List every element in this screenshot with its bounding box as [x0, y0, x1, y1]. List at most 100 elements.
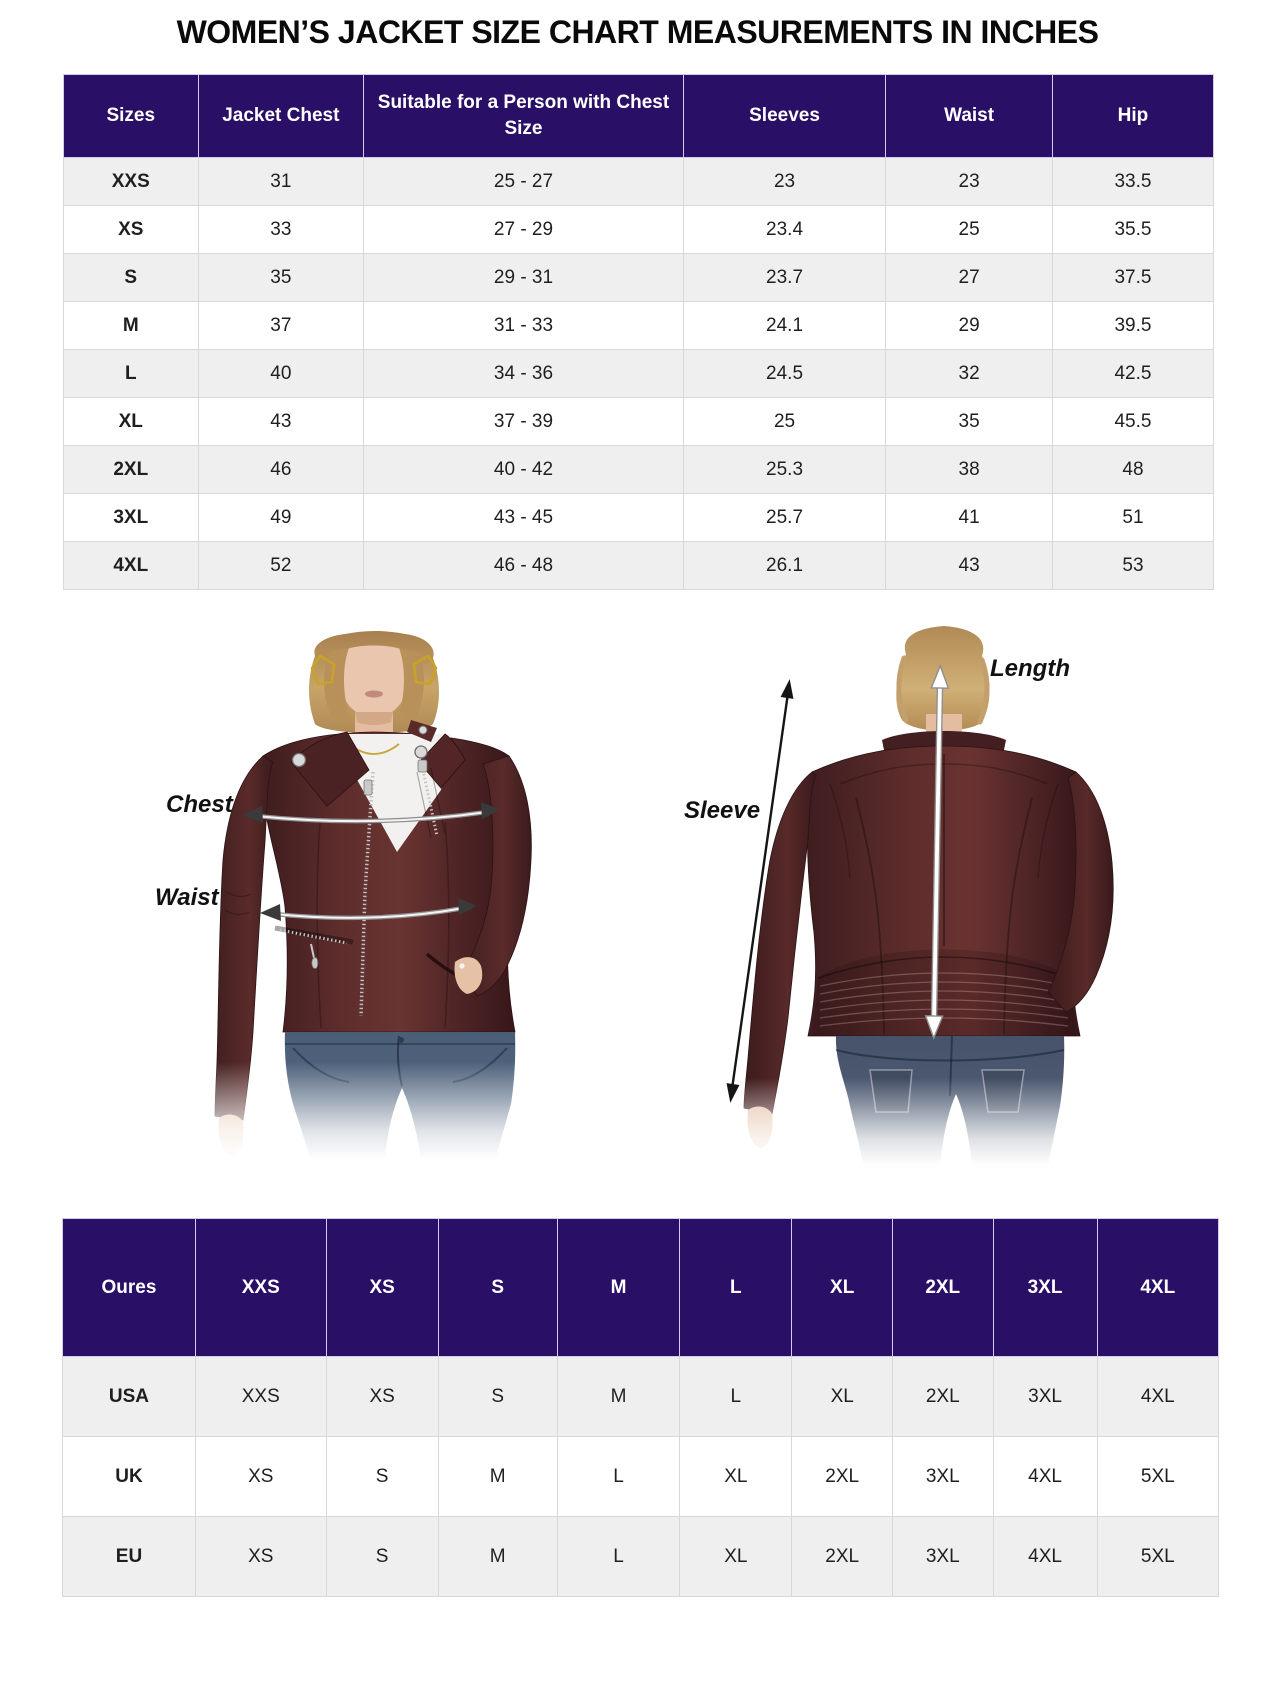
- chest-label: Chest: [166, 791, 233, 818]
- size-table-row: M 37 31 - 33 24.1 29 39.5: [63, 301, 1215, 350]
- conversion-table-header-cell: 4XL: [1096, 1218, 1220, 1357]
- size-table-cell: 37.5: [1051, 253, 1215, 302]
- size-table-cell: 27: [885, 253, 1053, 302]
- size-table-row: XXS 31 25 - 27 23 23 33.5: [63, 157, 1215, 206]
- conversion-table-row-label: EU: [62, 1516, 196, 1597]
- size-table-row-label: M: [63, 301, 199, 350]
- size-table-cell: 43: [885, 541, 1053, 590]
- size-table-cell: 52: [197, 541, 365, 590]
- conversion-table-cell: 3XL: [891, 1436, 994, 1517]
- size-table-cell: 25: [885, 205, 1053, 254]
- conversion-table-cell: XS: [194, 1516, 327, 1597]
- size-table-row-label: 3XL: [63, 493, 199, 542]
- size-table-cell: 42.5: [1051, 349, 1215, 398]
- earring-left-icon: [310, 654, 336, 686]
- conversion-table-header-cell: XS: [325, 1218, 439, 1357]
- length-measurement-arrow: [924, 664, 950, 1040]
- front-woman-illustration: [309, 631, 439, 748]
- length-label: Length: [990, 655, 1070, 682]
- size-table-cell: 25.3: [682, 445, 887, 494]
- size-table-row-label: 4XL: [63, 541, 199, 590]
- size-table-row: 4XL 52 46 - 48 26.1 43 53: [63, 541, 1215, 590]
- size-table-header-cell: Waist: [885, 74, 1053, 158]
- conversion-table-cell: 4XL: [992, 1436, 1098, 1517]
- size-table-row-label: XS: [63, 205, 199, 254]
- size-table-cell: 29 - 31: [363, 253, 684, 302]
- size-table-cell: 25.7: [682, 493, 887, 542]
- size-table-cell: 40 - 42: [363, 445, 684, 494]
- conversion-table-cell: XL: [679, 1516, 793, 1597]
- conversion-table-cell: S: [325, 1516, 439, 1597]
- back-photo-fade: [700, 1078, 1120, 1166]
- size-table-cell: 35.5: [1051, 205, 1215, 254]
- size-table-row: L 40 34 - 36 24.5 32 42.5: [63, 349, 1215, 398]
- conversion-table-header-cell: Oures: [62, 1218, 196, 1357]
- size-table-cell: 23: [682, 157, 887, 206]
- size-table-cell: 43: [197, 397, 365, 446]
- sleeve-label: Sleeve: [684, 797, 761, 824]
- conversion-table-row-label: USA: [62, 1356, 196, 1437]
- size-table-cell: 38: [885, 445, 1053, 494]
- size-table-cell: 25 - 27: [363, 157, 684, 206]
- conversion-table-cell: XL: [791, 1356, 893, 1437]
- page-title: WOMEN’S JACKET SIZE CHART MEASUREMENTS I…: [176, 14, 1099, 50]
- conversion-table-header-cell: S: [437, 1218, 558, 1357]
- size-table-row-label: 2XL: [63, 445, 199, 494]
- size-table-header-cell: Sizes: [63, 74, 199, 158]
- size-table-cell: 37: [197, 301, 365, 350]
- conversion-table-header-cell: 3XL: [992, 1218, 1098, 1357]
- size-table-header-cell: Suitable for a Person with Chest Size: [363, 74, 684, 158]
- size-table-cell: 45.5: [1051, 397, 1215, 446]
- size-table-row-label: XL: [63, 397, 199, 446]
- conversion-table-cell: L: [679, 1356, 793, 1437]
- size-table-cell: 23.4: [682, 205, 887, 254]
- conversion-table-header-cell: 2XL: [891, 1218, 994, 1357]
- conversion-table-cell: XXS: [194, 1356, 327, 1437]
- conversion-table-cell: S: [325, 1436, 439, 1517]
- conversion-table-cell: 2XL: [891, 1356, 994, 1437]
- conversion-table-cell: 5XL: [1096, 1516, 1220, 1597]
- conversion-table-header-cell: XXS: [194, 1218, 327, 1357]
- conversion-table-cell: XL: [679, 1436, 793, 1517]
- conversion-table-cell: S: [437, 1356, 558, 1437]
- front-photo-fade: [175, 1062, 595, 1160]
- size-table-row-label: XXS: [63, 157, 199, 206]
- conversion-table-header-cell: M: [556, 1218, 681, 1357]
- size-table-cell: 37 - 39: [363, 397, 684, 446]
- waist-label: Waist: [155, 884, 219, 911]
- chest-measurement-arrow: [242, 802, 500, 824]
- size-table-row: 2XL 46 40 - 42 25.3 38 48: [63, 445, 1215, 494]
- size-table-row: 3XL 49 43 - 45 25.7 41 51: [63, 493, 1215, 542]
- size-table-cell: 40: [197, 349, 365, 398]
- size-table-cell: 33.5: [1051, 157, 1215, 206]
- size-table-cell: 24.5: [682, 349, 887, 398]
- conversion-table-cell: 3XL: [891, 1516, 994, 1597]
- size-table-header-cell: Hip: [1051, 74, 1215, 158]
- waist-measurement-arrow: [260, 898, 477, 921]
- conversion-table-cell: 4XL: [992, 1516, 1098, 1597]
- size-table-cell: 39.5: [1051, 301, 1215, 350]
- size-table-cell: 46 - 48: [363, 541, 684, 590]
- size-table-cell: 31 - 33: [363, 301, 684, 350]
- size-table-cell: 48: [1051, 445, 1215, 494]
- earring-right-icon: [412, 654, 438, 686]
- size-table-cell: 35: [885, 397, 1053, 446]
- conversion-table-cell: M: [437, 1516, 558, 1597]
- size-table-cell: 35: [197, 253, 365, 302]
- conversion-table-row-label: UK: [62, 1436, 196, 1517]
- size-table-row: XS 33 27 - 29 23.4 25 35.5: [63, 205, 1215, 254]
- conversion-table-cell: XS: [194, 1436, 327, 1517]
- back-view-jacket-photo: [700, 626, 1120, 1166]
- size-table-cell: 23.7: [682, 253, 887, 302]
- size-table-cell: 51: [1051, 493, 1215, 542]
- size-table-cell: 46: [197, 445, 365, 494]
- size-table-cell: 33: [197, 205, 365, 254]
- conversion-table-cell: L: [556, 1436, 681, 1517]
- size-table-row: XL 43 37 - 39 25 35 45.5: [63, 397, 1215, 446]
- size-table-header-cell: Jacket Chest: [197, 74, 365, 158]
- size-table-row-label: L: [63, 349, 199, 398]
- conversion-table-cell: 4XL: [1096, 1356, 1220, 1437]
- size-conversion-table: Oures XXS XS S M L XL 2XL 3XL 4XL USA XXS XS S M L XL 2XL…: [62, 1218, 1220, 1597]
- size-table-header-row: Sizes Jacket Chest Suitable for a Person w…: [63, 74, 1215, 158]
- size-table-cell: 34 - 36: [363, 349, 684, 398]
